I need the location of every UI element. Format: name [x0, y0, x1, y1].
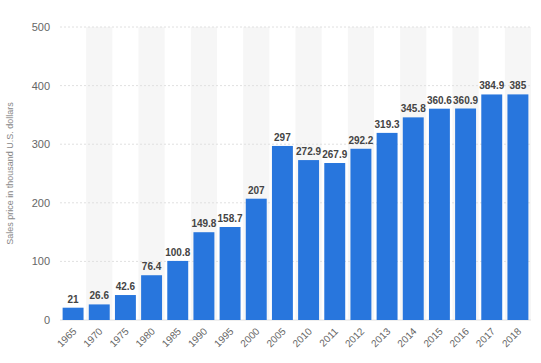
- data-label: 26.6: [90, 290, 110, 301]
- data-label: 319.3: [375, 119, 400, 130]
- data-label: 42.6: [116, 281, 136, 292]
- data-label: 272.9: [296, 146, 321, 157]
- x-tick-label: 2016: [447, 325, 471, 349]
- x-tick-label: 1965: [55, 325, 79, 349]
- x-tick-label: 2011: [317, 325, 340, 348]
- data-label: 76.4: [142, 261, 162, 272]
- bar: [272, 146, 293, 320]
- x-tick-label: 1990: [186, 325, 210, 349]
- bars: [63, 94, 529, 320]
- y-axis-label: Sales price in thousand U.S. dollars: [5, 102, 15, 245]
- bar: [246, 199, 267, 320]
- bar: [481, 94, 502, 320]
- bar: [89, 304, 110, 320]
- x-tick-label: 2017: [474, 325, 498, 349]
- data-label: 297: [274, 132, 291, 143]
- bar: [324, 163, 345, 320]
- bar: [193, 232, 214, 320]
- x-tick-label: 2012: [343, 325, 367, 349]
- x-tick-label: 1975: [107, 325, 131, 349]
- y-tick-label: 300: [32, 138, 50, 150]
- bar: [141, 275, 162, 320]
- grid-line: [60, 85, 531, 86]
- bar: [350, 149, 371, 320]
- data-label: 360.9: [453, 95, 478, 106]
- x-tick-label: 1995: [212, 325, 236, 349]
- x-tick-label: 1980: [133, 325, 157, 349]
- data-label: 100.8: [165, 247, 190, 258]
- band: [139, 27, 165, 320]
- x-tick-label: 2015: [421, 325, 445, 349]
- band: [505, 27, 531, 320]
- y-tick-label: 500: [32, 21, 50, 33]
- x-tick-label: 2010: [290, 325, 314, 349]
- bar: [115, 295, 136, 320]
- bar: [298, 160, 319, 320]
- x-tick-label: 2018: [500, 325, 524, 349]
- data-label: 385: [510, 80, 527, 91]
- band: [86, 27, 112, 320]
- data-label: 158.7: [218, 213, 243, 224]
- band: [191, 27, 217, 320]
- data-label: 267.9: [322, 149, 347, 160]
- bar: [455, 109, 476, 320]
- band: [243, 27, 269, 320]
- data-label: 360.6: [427, 95, 452, 106]
- data-label: 207: [248, 185, 265, 196]
- bar: [507, 94, 528, 320]
- bar: [403, 117, 424, 320]
- band: [400, 27, 426, 320]
- x-tick-label: 2013: [369, 325, 393, 349]
- bar: [377, 133, 398, 320]
- data-label: 345.8: [401, 103, 426, 114]
- y-tick-label: 400: [32, 80, 50, 92]
- band: [348, 27, 374, 320]
- y-tick-label: 0: [44, 314, 50, 326]
- band: [296, 27, 322, 320]
- y-tick-label: 100: [32, 255, 50, 267]
- x-tick-label: 2014: [395, 325, 419, 349]
- band: [453, 27, 479, 320]
- y-tick-label: 200: [32, 197, 50, 209]
- chart: 0 100 200 300 400 500 Sales price in thousand …: [0, 0, 541, 363]
- data-label: 292.2: [348, 135, 373, 146]
- x-tick-label: 1985: [160, 325, 184, 349]
- data-label: 21: [68, 294, 80, 305]
- bar: [63, 308, 84, 320]
- grid-line: [60, 27, 531, 28]
- bar: [220, 227, 241, 320]
- data-label: 384.9: [479, 80, 504, 91]
- bar: [429, 109, 450, 320]
- x-tick-label: 2000: [238, 325, 262, 349]
- x-tick-label: 2005: [264, 325, 288, 349]
- x-tick-label: 1970: [81, 325, 105, 349]
- bar: [167, 261, 188, 320]
- data-label: 149.8: [191, 218, 216, 229]
